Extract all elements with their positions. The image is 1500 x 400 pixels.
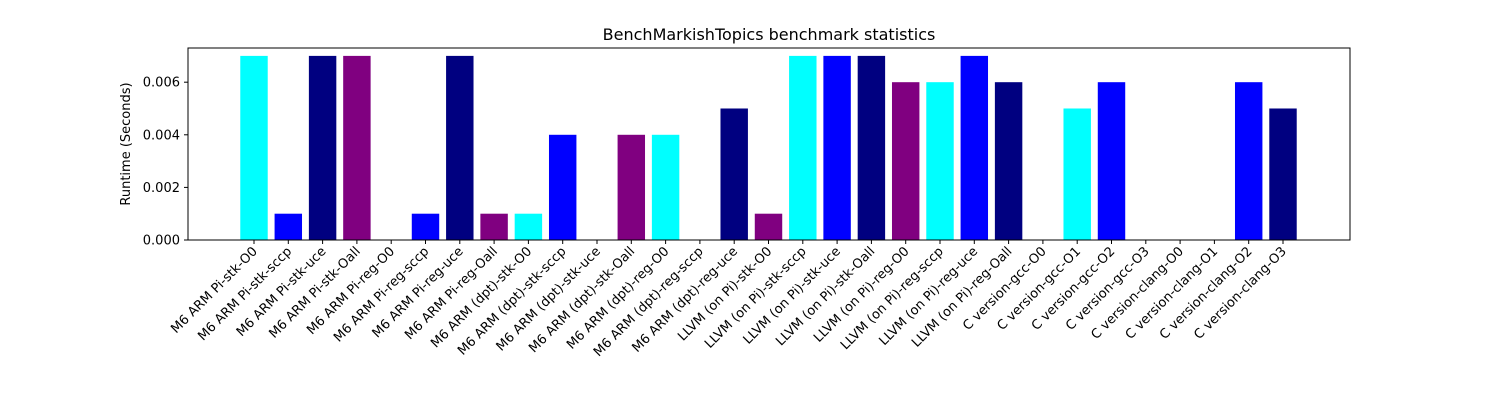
bars-group bbox=[240, 55, 1297, 241]
bar-16 bbox=[754, 213, 783, 240]
bar-20 bbox=[891, 82, 920, 240]
bar-7 bbox=[446, 55, 474, 240]
bar-4 bbox=[343, 55, 371, 240]
y-tick-label: 0.002 bbox=[143, 181, 180, 196]
bar-9 bbox=[514, 213, 543, 240]
bar-23 bbox=[994, 82, 1023, 240]
bar-10 bbox=[548, 134, 577, 240]
plot-frame bbox=[187, 47, 1351, 241]
bar-1 bbox=[240, 55, 268, 240]
bar-8 bbox=[480, 213, 508, 240]
bar-18 bbox=[823, 55, 851, 240]
y-tick-label: 0.004 bbox=[143, 128, 180, 143]
y-tick-label: 0.000 bbox=[143, 234, 180, 249]
y-tick-label: 0.006 bbox=[143, 76, 180, 91]
bar-3 bbox=[308, 55, 337, 240]
chart-title: BenchMarkishTopics benchmark statistics bbox=[603, 25, 936, 44]
bar-21 bbox=[926, 82, 954, 240]
bar-26 bbox=[1097, 82, 1126, 240]
bar-13 bbox=[651, 134, 680, 240]
bar-30 bbox=[1234, 82, 1263, 240]
bar-31 bbox=[1269, 108, 1297, 241]
bar-6 bbox=[411, 213, 440, 240]
bar-17 bbox=[789, 55, 817, 240]
bar-12 bbox=[617, 134, 646, 240]
y-axis: 0.000 0.002 0.004 0.006 bbox=[143, 76, 188, 249]
bar-25 bbox=[1063, 108, 1091, 241]
bar-15 bbox=[720, 108, 748, 241]
y-axis-label: Runtime (Seconds) bbox=[119, 82, 134, 205]
bar-2 bbox=[274, 213, 303, 240]
bar-22 bbox=[960, 55, 989, 240]
bar-19 bbox=[857, 55, 886, 240]
